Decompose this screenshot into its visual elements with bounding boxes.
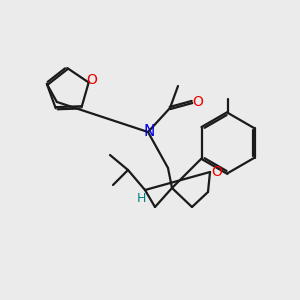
Text: O: O bbox=[212, 165, 222, 179]
Text: O: O bbox=[86, 74, 97, 88]
Text: N: N bbox=[143, 124, 155, 140]
Text: H: H bbox=[136, 191, 146, 205]
Text: O: O bbox=[193, 95, 203, 109]
